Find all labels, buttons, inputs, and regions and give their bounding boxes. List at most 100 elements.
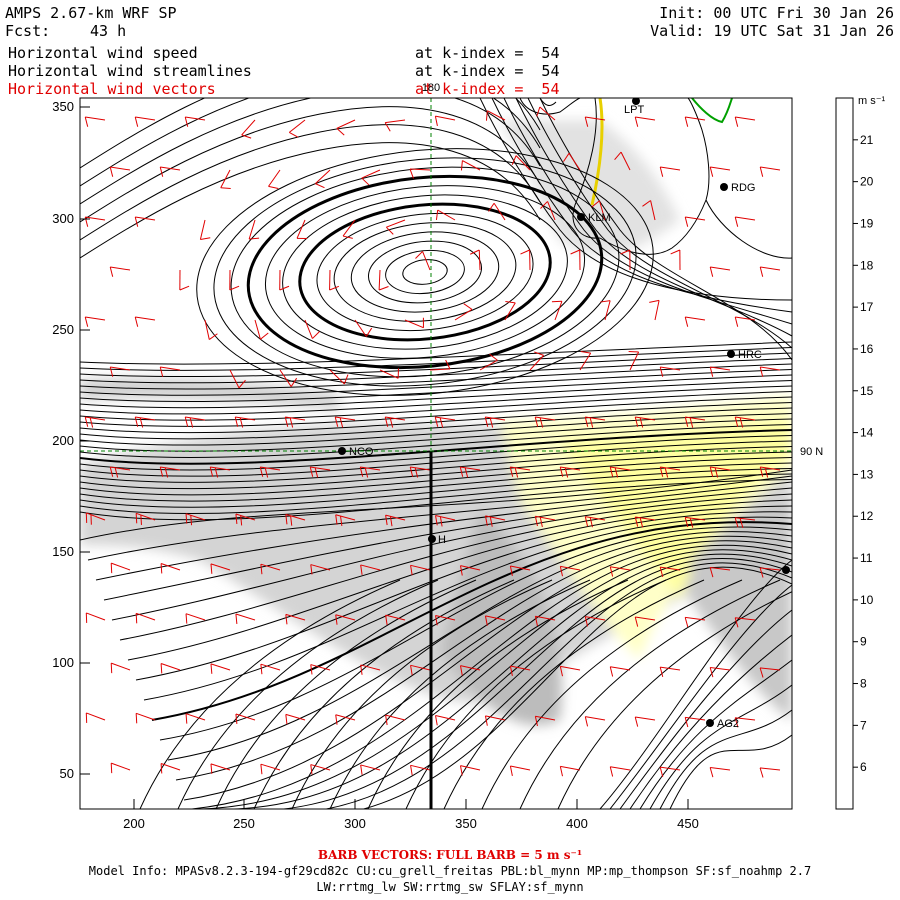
streamline <box>385 249 465 295</box>
wind-barb-flag <box>709 366 714 377</box>
wind-barb-flag <box>229 285 240 291</box>
wind-barb-flag <box>759 366 764 377</box>
wind-barb-flag <box>489 353 498 361</box>
wind-barb-flag <box>190 515 193 526</box>
wind-barb-flag <box>642 200 651 207</box>
forecast-hour: 43 h <box>90 22 127 40</box>
wind-barb-flag <box>335 514 338 525</box>
wind-barb-flag <box>434 416 439 427</box>
wind-barb-flag <box>509 665 513 676</box>
wind-barb <box>760 366 781 371</box>
wind-barb <box>279 369 292 387</box>
wind-barb <box>660 366 681 371</box>
wind-barb <box>335 514 356 521</box>
wind-barb <box>685 416 706 421</box>
wind-barb <box>185 116 206 121</box>
wind-barb <box>160 663 181 671</box>
wind-barb-flag <box>249 237 260 240</box>
streamline <box>619 609 792 809</box>
model-title: AMPS 2.67-km WRF SP <box>5 4 177 22</box>
wind-barb-flag <box>241 134 252 139</box>
wind-barb <box>660 566 681 571</box>
wind-barb <box>185 416 206 421</box>
wind-barb-flag <box>179 285 190 291</box>
wind-barb-flag <box>164 467 169 478</box>
streamline <box>80 462 792 502</box>
wind-barb <box>111 762 131 771</box>
green-contour <box>691 98 733 124</box>
station-dot-rdg <box>720 183 728 191</box>
wind-barb <box>86 612 106 621</box>
wind-barb-flag <box>684 517 689 528</box>
wind-barb <box>254 319 261 340</box>
wind-barb <box>235 416 256 421</box>
streamline <box>503 98 792 325</box>
wind-barb <box>760 266 781 271</box>
wind-barb <box>685 616 706 621</box>
wind-barb <box>654 300 660 321</box>
streamline <box>175 535 792 781</box>
wind-barb-flag <box>684 617 689 628</box>
x-tick-300: 300 <box>344 816 366 831</box>
wind-barb-flag <box>342 235 353 239</box>
streamline <box>599 559 792 809</box>
wind-barb <box>710 567 731 571</box>
wind-barb-flag <box>734 517 739 528</box>
y-tick-150: 150 <box>52 544 74 559</box>
wind-barb <box>635 516 656 521</box>
streamline <box>177 579 439 809</box>
wind-barb <box>335 714 356 721</box>
wind-barb <box>204 319 210 340</box>
wind-barb-flag <box>329 285 340 291</box>
wind-barb-flag <box>310 564 313 575</box>
streamline <box>80 468 792 508</box>
wind-barb-flag <box>739 417 744 428</box>
wind-barb-flag <box>134 416 139 427</box>
streamline <box>557 591 792 809</box>
wind-barb <box>735 416 756 421</box>
wind-barb <box>310 664 331 671</box>
wind-barb <box>85 416 106 421</box>
wind-barb <box>285 713 306 721</box>
streamline <box>167 531 792 761</box>
wind-barb <box>111 562 131 571</box>
wind-barb <box>485 515 506 521</box>
wind-barb <box>310 564 331 571</box>
wind-barb-flag <box>159 366 164 377</box>
wind-barb-flag <box>489 516 493 527</box>
wind-barb-flag <box>609 766 614 777</box>
wind-barb-flag <box>559 566 563 577</box>
wind-barb-flag <box>659 567 664 577</box>
streamline <box>282 194 568 350</box>
field-streamlines: Horizontal wind streamlines <box>8 62 252 80</box>
wind-barb <box>735 717 756 721</box>
streamline <box>298 202 552 342</box>
colorbar-frame <box>835 97 854 810</box>
wind-barb-flag <box>109 466 114 477</box>
barb-vector-note: BARB VECTORS: FULL BARB = 5 m s⁻¹ <box>317 848 583 862</box>
wind-barb-flag <box>239 417 244 428</box>
wind-barb <box>268 169 281 187</box>
wind-barb-flag <box>289 131 299 138</box>
x-tick-200: 200 <box>123 816 145 831</box>
colorbar-tick-label: 12 <box>860 509 874 523</box>
wind-barb-flag <box>614 151 622 161</box>
wind-barb <box>422 251 431 271</box>
streamline <box>80 407 792 440</box>
wind-barb <box>335 416 356 421</box>
wind-barb <box>296 219 306 239</box>
station-label-rdg: RDG <box>731 182 755 194</box>
wind-barb-flag <box>114 467 119 478</box>
wind-barb <box>210 466 231 471</box>
wind-barb <box>135 512 156 521</box>
streamline <box>629 634 792 809</box>
y-tick-350: 350 <box>52 99 74 114</box>
wind-barb-flag <box>343 374 349 385</box>
wind-barb <box>735 517 756 521</box>
streamline <box>135 511 792 681</box>
wind-barb <box>735 216 756 221</box>
wind-barb <box>635 616 656 621</box>
map-area: LPT RDG KLM HRC NCO H AG2 <box>80 98 792 809</box>
wind-barb-flag <box>609 666 614 677</box>
streamline <box>208 553 792 809</box>
